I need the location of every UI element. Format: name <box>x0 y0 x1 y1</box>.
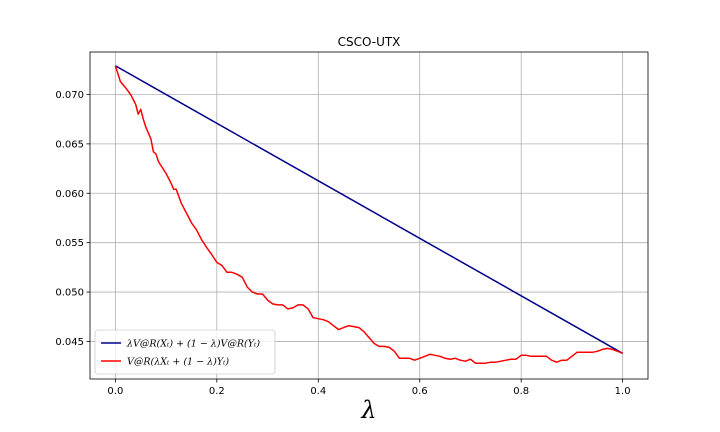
y-tick-label: 0.060 <box>55 189 84 200</box>
legend-box <box>94 329 276 375</box>
series-line-1 <box>115 65 623 354</box>
series-layer <box>114 65 623 364</box>
x-tick-label: 0.6 <box>412 386 428 397</box>
y-tick-label: 0.050 <box>55 288 84 299</box>
legend: λV@R(Xₜ) + (1 − λ)V@R(Yₜ) V@R(λXₜ + (1 − … <box>94 329 276 375</box>
plot-frame <box>89 51 649 380</box>
axes: 0.0 0.2 0.4 0.6 0.8 1.0 0.045 0.050 0.055 0.060 0.… <box>55 90 630 397</box>
x-tick-label: 1.0 <box>615 386 631 397</box>
series-line-2 <box>114 65 623 364</box>
y-tick-label: 0.065 <box>55 139 84 150</box>
y-tick-label: 0.045 <box>55 337 84 348</box>
x-tick-label: 0.0 <box>107 386 123 397</box>
x-tick-label: 0.8 <box>513 386 529 397</box>
y-tick-label: 0.055 <box>55 238 84 249</box>
x-tick-label: 0.4 <box>310 386 326 397</box>
x-axis-label: λ <box>360 396 376 424</box>
y-tick-label: 0.070 <box>55 90 84 101</box>
legend-label: V@R(λXₜ + (1 − λ)Yₜ) <box>127 357 229 368</box>
x-tick-label: 0.2 <box>209 386 225 397</box>
legend-label: λV@R(Xₜ) + (1 − λ)V@R(Yₜ) <box>126 339 260 350</box>
chart-title: CSCO-UTX <box>338 35 401 49</box>
